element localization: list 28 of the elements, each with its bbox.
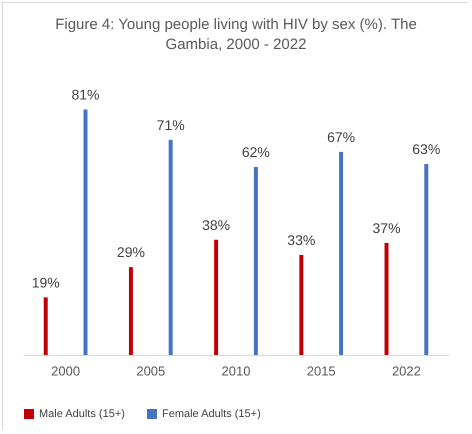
legend-label: Female Adults (15+) [162, 408, 261, 420]
x-tick-label: 2010 [222, 364, 250, 378]
x-tick-label: 2000 [51, 364, 80, 378]
data-label: 63% [412, 141, 440, 158]
bar [299, 254, 304, 355]
bar [128, 267, 133, 355]
bar [44, 297, 48, 355]
data-label: 62% [242, 144, 270, 160]
x-tick-label: 2015 [306, 364, 336, 378]
data-label: 71% [156, 116, 185, 133]
bar [424, 164, 428, 355]
data-label: 67% [327, 128, 356, 145]
data-label: 37% [372, 220, 401, 236]
data-label: 19% [32, 274, 60, 290]
bar [214, 240, 218, 355]
bar [384, 242, 389, 355]
x-tick-label: 2022 [392, 364, 421, 378]
legend-label: Male Adults (15+) [39, 408, 125, 420]
data-label: 38% [202, 216, 230, 233]
bar [83, 109, 88, 355]
bar [254, 167, 258, 355]
bar [168, 140, 173, 355]
x-tick-label: 2005 [136, 364, 166, 378]
data-label: 33% [287, 232, 316, 248]
data-label: 81% [71, 86, 100, 102]
bar [339, 152, 344, 355]
data-label: 29% [116, 244, 145, 260]
chart-title: Figure 4: Young people living with HIV by sex (%). The Gambia, 2000 - 2022 [55, 16, 417, 53]
